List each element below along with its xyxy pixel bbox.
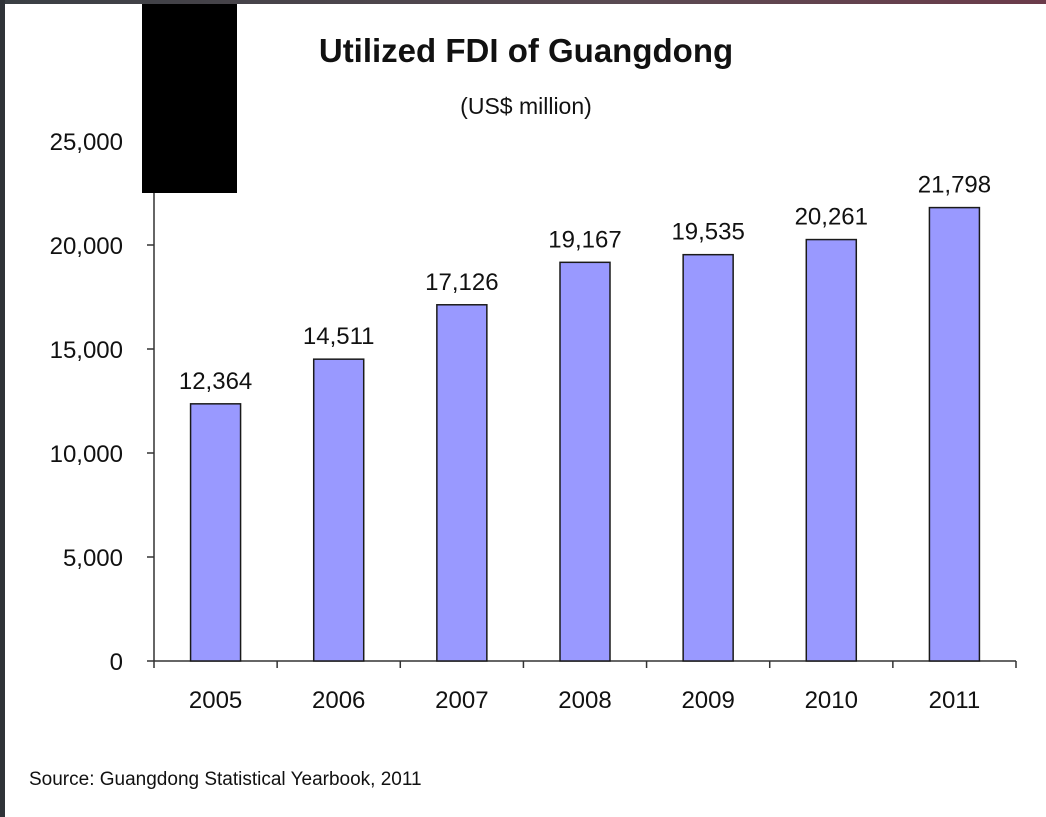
bar-chart: Utilized FDI of Guangdong (US$ million) … <box>29 32 1017 790</box>
source-note: Source: Guangdong Statistical Yearbook, … <box>29 769 422 790</box>
chart-card: Utilized FDI of Guangdong (US$ million) … <box>5 4 1046 817</box>
bar <box>189 403 242 662</box>
x-tick-label: 2011 <box>929 687 981 714</box>
bar-value-label: 19,167 <box>548 226 621 253</box>
y-tick-label: 10,000 <box>50 441 123 468</box>
chart-title: Utilized FDI of Guangdong <box>319 32 733 69</box>
y-axis: 0 5,000 10,000 15,000 20,000 25,000 <box>50 129 155 676</box>
bar <box>928 206 981 662</box>
x-tick-label: 2005 <box>189 687 242 714</box>
bar <box>559 261 611 662</box>
bar <box>436 304 488 662</box>
y-tick-label: 5,000 <box>63 545 123 572</box>
bar-value-label: 20,261 <box>795 204 868 231</box>
bar-value-label: 14,511 <box>303 323 375 350</box>
y-tick-label: 15,000 <box>50 337 123 364</box>
bar-value-label: 19,535 <box>671 219 744 246</box>
bars <box>189 206 981 662</box>
x-tick-label: 2009 <box>681 687 734 714</box>
x-tick-label: 2006 <box>312 687 365 714</box>
bar <box>805 238 858 662</box>
chart-subtitle: (US$ million) <box>460 93 592 119</box>
y-tick-label: 0 <box>110 649 123 676</box>
bar-value-label: 21,798 <box>918 172 991 199</box>
bar-value-label: 12,364 <box>179 368 252 395</box>
redaction-box <box>142 4 237 193</box>
y-tick-label: 25,000 <box>50 129 123 156</box>
y-tick-label: 20,000 <box>50 233 123 260</box>
background-photo-edge-left <box>0 0 5 817</box>
bar <box>312 358 365 662</box>
background-photo-edge <box>0 0 1046 4</box>
bar <box>682 253 734 662</box>
x-tick-label: 2008 <box>558 687 611 714</box>
bar-value-label: 17,126 <box>425 269 498 296</box>
x-tick-label: 2010 <box>805 687 858 714</box>
x-tick-label: 2007 <box>435 687 488 714</box>
x-axis: 2005 2006 2007 2008 2009 2010 2011 <box>153 660 1017 714</box>
data-labels: 12,364 14,511 17,126 19,167 19,535 20,261 21,7… <box>179 172 991 395</box>
